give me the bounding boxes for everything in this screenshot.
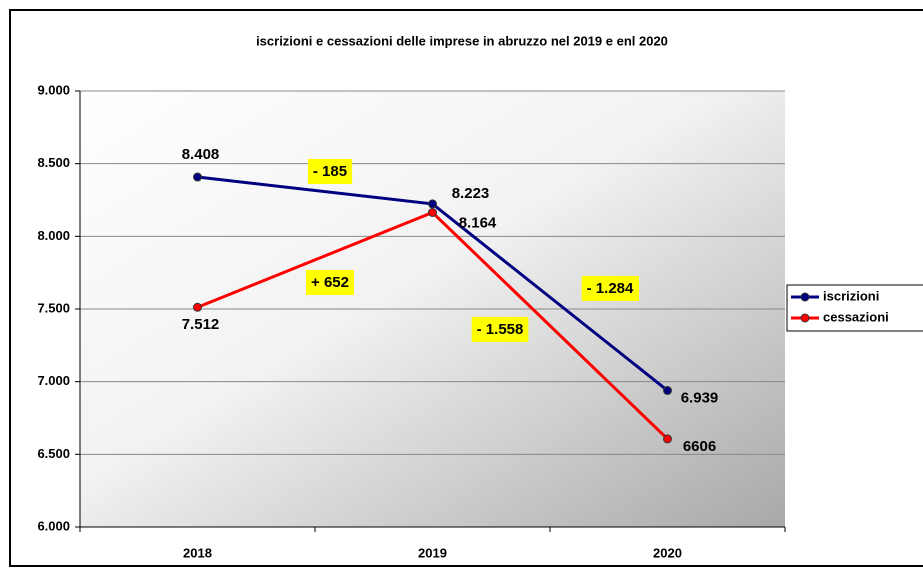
y-tick-label: 8.000 (37, 228, 70, 243)
marker (428, 199, 437, 209)
legend-box (786, 284, 923, 332)
value-label: 8.408 (182, 146, 220, 163)
x-tick-label: 2018 (183, 545, 212, 560)
annotation-box (306, 269, 354, 295)
annotation: - 1.284 (587, 280, 634, 297)
x-tick-label: 2020 (653, 545, 682, 560)
legend-marker (800, 313, 810, 323)
annotation-box (581, 275, 640, 301)
legend-label: iscrizioni (823, 288, 879, 303)
x-tick-label: 2019 (418, 545, 447, 560)
marker (663, 386, 672, 396)
legend-marker (800, 292, 810, 302)
marker (663, 434, 672, 444)
annotation: - 1.558 (477, 321, 524, 338)
y-tick-label: 6.500 (37, 446, 70, 461)
chart-title: iscrizioni e cessazioni delle imprese in… (256, 33, 668, 48)
annotation-box (307, 158, 353, 184)
marker (193, 172, 202, 182)
y-tick-label: 7.500 (37, 300, 70, 315)
annotation: - 185 (313, 163, 347, 180)
y-tick-label: 9.000 (37, 82, 70, 97)
y-tick-label: 7.000 (37, 373, 70, 388)
value-label: 8.223 (452, 185, 490, 202)
value-label: 6.939 (681, 390, 719, 407)
marker (428, 207, 437, 217)
value-label: 8.164 (459, 214, 497, 231)
annotation: + 652 (311, 274, 349, 291)
value-label: 7.512 (182, 316, 220, 333)
annotation-box (471, 316, 529, 342)
legend-label: cessazioni (823, 309, 889, 324)
y-tick-label: 8.500 (37, 155, 70, 170)
value-label: 6606 (683, 438, 716, 455)
marker (193, 302, 202, 312)
y-tick-label: 6.000 (37, 518, 70, 533)
